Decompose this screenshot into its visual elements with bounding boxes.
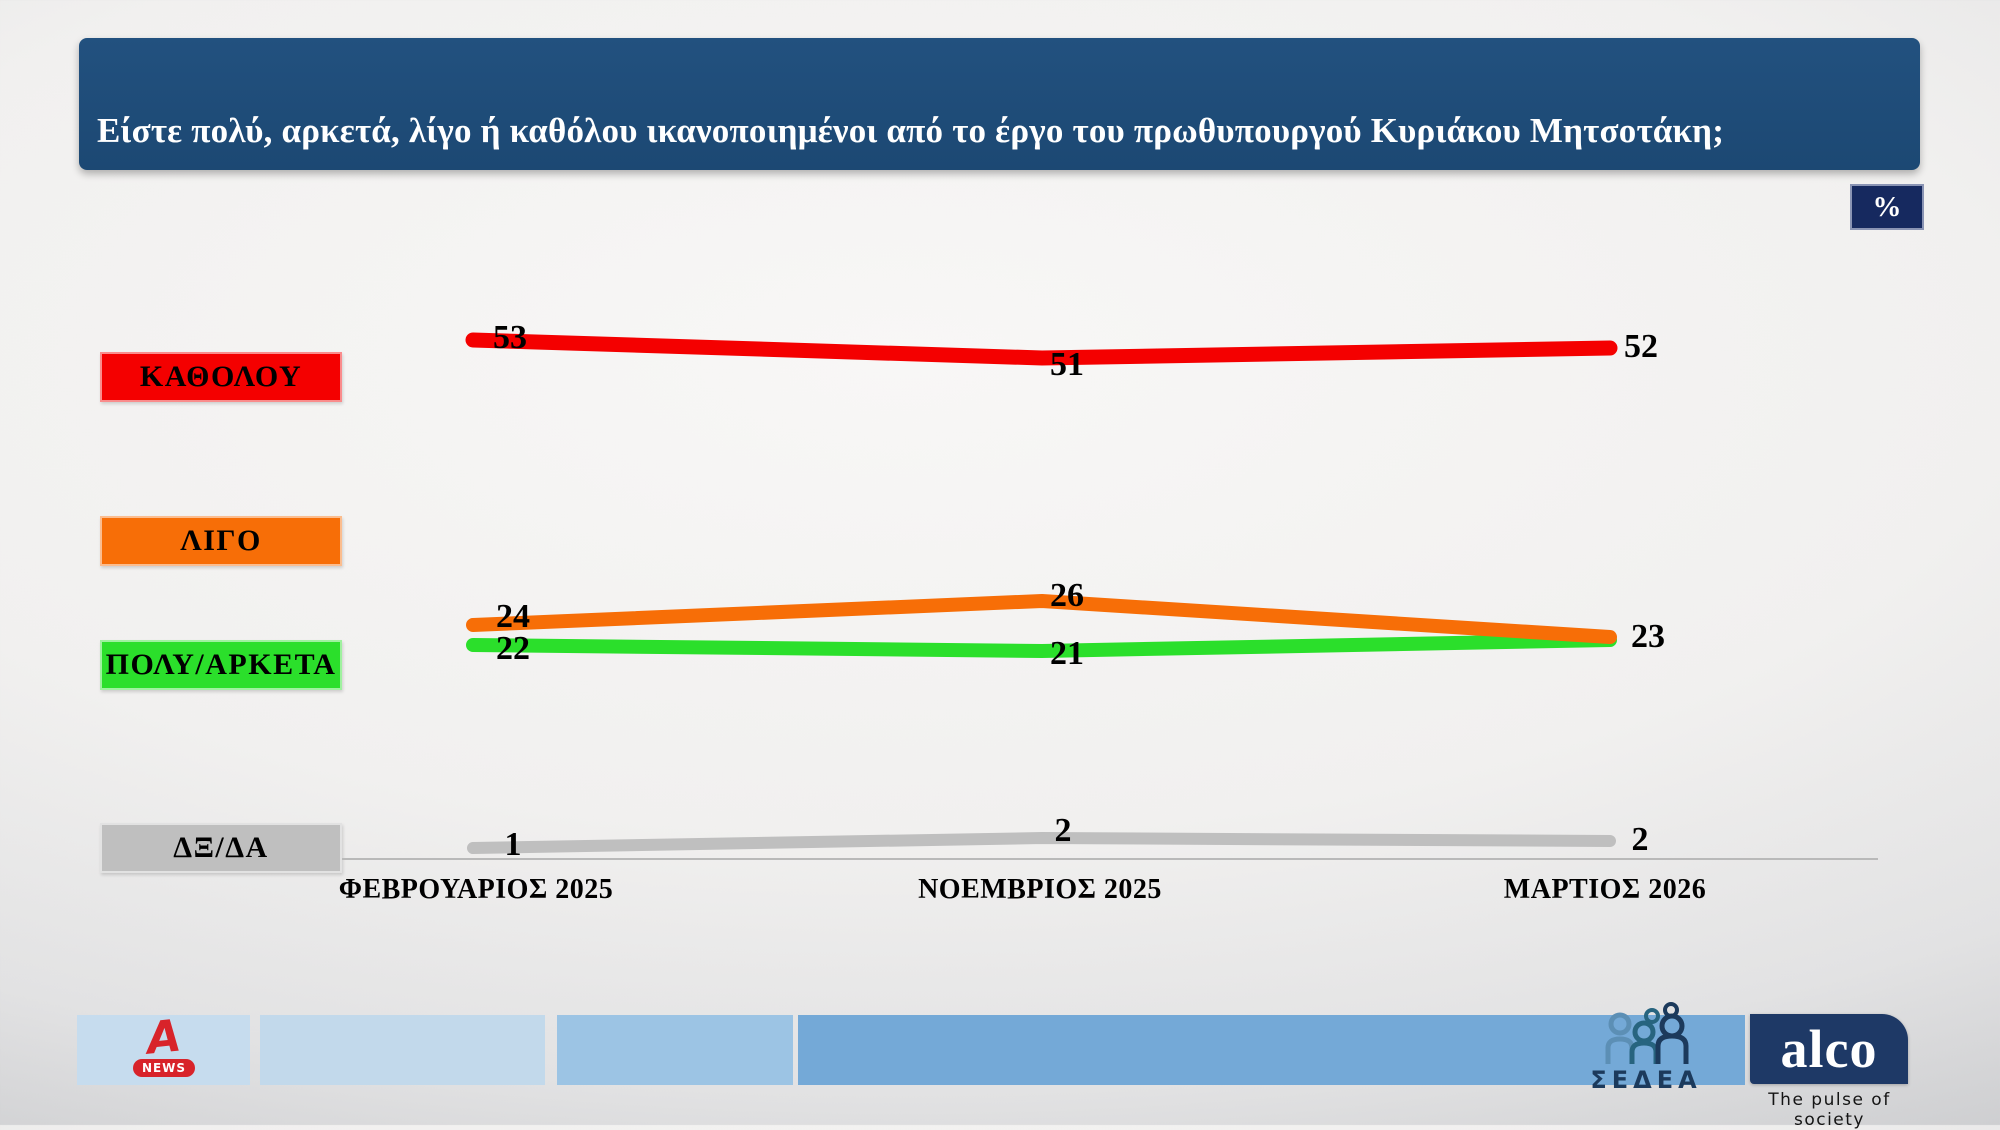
series-line-1 xyxy=(466,594,1617,644)
alco-brand: alco xyxy=(1780,1019,1878,1079)
question-title: Είστε πολύ, αρκετά, λίγο ή καθόλου ικανο… xyxy=(97,110,1725,150)
x-tick-mar-2026: ΜΑΡΤΙΟΣ 2026 xyxy=(1503,874,1707,905)
percent-badge: % xyxy=(1850,184,1924,230)
series-line-3 xyxy=(467,832,1616,854)
question-title-bar: Είστε πολύ, αρκετά, λίγο ή καθόλου ικανο… xyxy=(79,38,1920,170)
alpha-news-badge: NEWS xyxy=(132,1059,196,1077)
legend-item-katholou: ΚΑΘΟΛΟΥ xyxy=(100,352,342,402)
legend-item-ligo: ΛΙΓΟ xyxy=(100,516,342,566)
legend-item-poly-arketa: ΠΟΛΥ/ΑΡΚΕΤΑ xyxy=(100,640,342,690)
footer-band-2 xyxy=(260,1015,545,1085)
sedea-label: ΣΕΔΕΑ xyxy=(1590,1066,1702,1094)
footer-band-4 xyxy=(798,1015,1745,1085)
x-axis-line xyxy=(342,858,1878,860)
series-line-2 xyxy=(466,633,1617,658)
footer-band-3 xyxy=(557,1015,793,1085)
legend-item-dx-da: ΔΞ/ΔΑ xyxy=(100,823,342,873)
alco-logo: alco xyxy=(1750,1014,1908,1084)
alpha-news-logo: A NEWS xyxy=(132,1010,196,1082)
x-tick-nov-2025: ΝΟΕΜΒΡΙΟΣ 2025 xyxy=(918,874,1162,905)
sedea-people-icon xyxy=(1605,1002,1689,1064)
x-tick-feb-2025: ΦΕΒΡΟΥΑΡΙΟΣ 2025 xyxy=(338,874,614,905)
sedea-logo: ΣΕΔΕΑ xyxy=(1586,1002,1706,1098)
series-line-0 xyxy=(465,332,1618,366)
